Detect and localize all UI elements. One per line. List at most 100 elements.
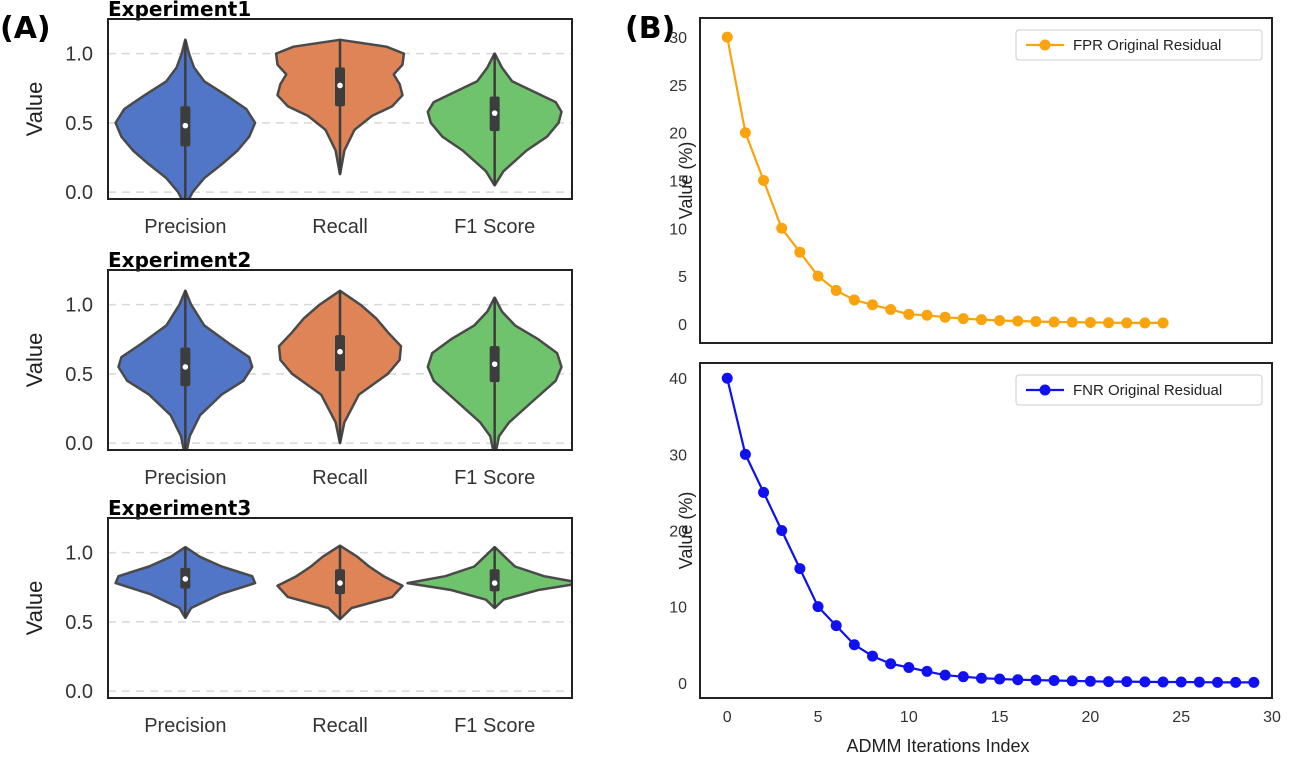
violin-median-point [491, 361, 498, 367]
violin-plot-area [117, 289, 563, 450]
series-point [1193, 676, 1205, 688]
y-axis-label: Value (%) [676, 492, 696, 570]
series-point [848, 639, 860, 651]
series-line [726, 377, 1254, 684]
y-tick-label: 0 [678, 676, 687, 693]
y-tick-label: 10 [669, 221, 687, 238]
violin-median-point [337, 580, 343, 586]
violin-chart-2: Experiment2 0.0 0.5 1.0 Precision Recall F1 Sc… [22, 248, 573, 489]
y-tick-label: 40 [669, 371, 687, 388]
violin-plot-area [114, 544, 572, 621]
series-point [812, 270, 824, 282]
series-point [1066, 316, 1078, 328]
series-point [1157, 676, 1169, 688]
x-tick-label: 30 [1263, 709, 1281, 726]
series-point [903, 308, 915, 320]
line-chart-2: 0 10 20 30 40 0 5 10 15 20 25 30 ADMM Iterations Ind… [669, 362, 1281, 756]
x-tick-label: F1 Score [454, 216, 535, 238]
series-point [1139, 317, 1151, 329]
line-chart-1: 0 5 10 15 20 25 30 Value (%) FPR Original Residu… [669, 17, 1273, 344]
y-axis-label: Value [22, 82, 47, 137]
y-tick-label: 1.0 [65, 295, 93, 317]
violin-chart-1: Experiment1 0.0 0.5 1.0 Precision Recall F1 Sc… [22, 0, 573, 238]
series-point [939, 311, 951, 323]
series-point [758, 486, 770, 498]
series-point [1066, 675, 1078, 687]
series-point [1012, 674, 1024, 686]
series-point [867, 299, 879, 311]
series-point [885, 304, 897, 316]
y-axis-label: Value (%) [676, 142, 696, 220]
series-point [921, 665, 933, 677]
y-axis-label: Value [22, 581, 47, 636]
series-point [1048, 674, 1060, 686]
series-point [776, 525, 788, 536]
series-point [1157, 317, 1169, 329]
series-point [1084, 675, 1096, 687]
series-point [957, 313, 969, 325]
y-tick-label: 1.0 [65, 543, 93, 565]
series-point [939, 669, 951, 681]
legend-box [1015, 29, 1263, 61]
legend-entry: FNR Original Residual [1073, 382, 1222, 399]
violin-median-point [491, 580, 498, 586]
series-point [794, 563, 806, 575]
y-tick-label: 1.0 [65, 44, 93, 66]
y-tick-label: 25 [669, 78, 687, 95]
series-point [1248, 676, 1260, 688]
series-point [903, 662, 915, 674]
series-point [1121, 676, 1133, 688]
series-point [739, 127, 751, 139]
violin-median-point [182, 576, 189, 582]
x-tick-label: F1 Score [454, 467, 535, 489]
y-tick-label: 0.0 [65, 182, 93, 204]
series-point [957, 671, 969, 683]
series-point [721, 31, 733, 43]
series-point [739, 448, 751, 460]
chart-frame [107, 18, 573, 200]
x-tick-label: 25 [1172, 709, 1190, 726]
series-point [1012, 315, 1024, 327]
legend-entry: FPR Original Residual [1073, 37, 1221, 54]
x-tick-label: 10 [900, 709, 918, 726]
y-tick-label: 30 [669, 30, 687, 47]
violin-median-point [182, 122, 189, 129]
series-point [1084, 316, 1096, 328]
x-tick-label: Recall [312, 216, 368, 238]
chart-frame [107, 517, 573, 699]
x-tick-label: Recall [312, 715, 368, 737]
series-point [975, 314, 987, 326]
series-point [721, 372, 733, 384]
series-point [1175, 676, 1187, 688]
y-tick-label: 0.0 [65, 681, 93, 703]
violin-median-point [491, 110, 498, 116]
series-point [867, 650, 879, 662]
y-tick-label: 0.0 [65, 433, 93, 455]
series-point [1103, 317, 1115, 329]
series-point [921, 309, 933, 321]
violin-plot-area [114, 38, 563, 199]
series-point [994, 315, 1006, 327]
y-tick-label: 10 [669, 600, 687, 617]
series-point [830, 284, 842, 296]
series-point [848, 294, 860, 306]
series-point [794, 246, 806, 258]
chart-title: Experiment1 [108, 0, 251, 21]
x-tick-label: F1 Score [454, 715, 535, 737]
violin-median-point [337, 348, 343, 355]
series-point [1030, 674, 1042, 686]
x-tick-label: Recall [312, 467, 368, 489]
series-point [776, 222, 788, 234]
y-tick-label: 0.5 [65, 612, 93, 634]
series-point [994, 673, 1006, 685]
chart-frame [699, 17, 1273, 344]
series-point [1212, 676, 1224, 688]
x-tick-label: 20 [1082, 709, 1100, 726]
x-tick-label: Precision [144, 216, 226, 238]
x-tick-label: Precision [144, 467, 226, 489]
y-tick-label: 0.5 [65, 113, 93, 135]
violin-median-point [182, 364, 189, 370]
y-tick-label: 15 [669, 174, 687, 191]
y-tick-label: 5 [678, 269, 687, 286]
y-tick-label: 30 [669, 447, 687, 464]
